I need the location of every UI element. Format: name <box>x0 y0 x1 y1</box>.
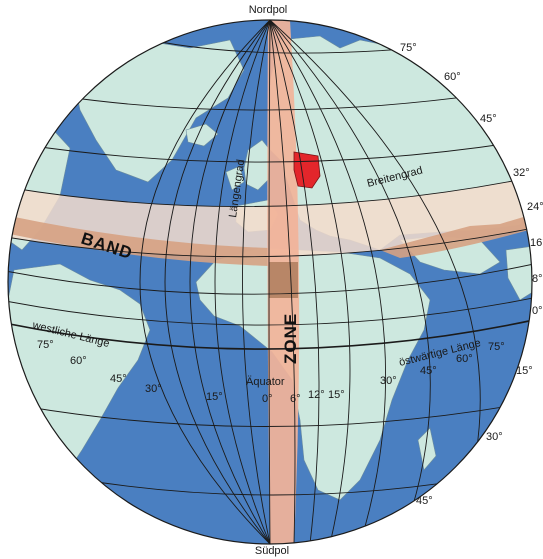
svg-text:75°: 75° <box>37 339 54 351</box>
svg-text:60°: 60° <box>70 355 87 367</box>
latitude-labels: 75° 60° 45° 32° 24° 16° 8° 0° 15° 30° 45… <box>400 42 543 507</box>
svg-text:16°: 16° <box>530 237 543 249</box>
longitude-labels-center: 0° 6° 12° 15° <box>262 389 345 405</box>
greenland <box>69 39 245 183</box>
svg-text:0°: 0° <box>532 305 543 317</box>
svg-text:45°: 45° <box>110 373 127 385</box>
svg-text:15°: 15° <box>328 389 345 401</box>
svg-text:45°: 45° <box>420 365 437 377</box>
svg-text:30°: 30° <box>486 431 503 443</box>
svg-text:8°: 8° <box>532 273 543 285</box>
svg-text:60°: 60° <box>444 71 461 83</box>
svg-text:45°: 45° <box>416 495 433 507</box>
longitude-labels-east: 30° 45° 60° 75° <box>380 341 505 387</box>
madagascar <box>417 427 437 471</box>
svg-text:15°: 15° <box>206 391 223 403</box>
ireland <box>225 165 245 191</box>
svg-text:75°: 75° <box>488 341 505 353</box>
band-zone-intersection <box>269 262 298 298</box>
svg-text:30°: 30° <box>145 383 162 395</box>
british-isles <box>243 139 271 191</box>
svg-text:15°: 15° <box>516 365 533 377</box>
equator-label: Äquator <box>246 376 285 388</box>
north-pole-label: Nordpol <box>249 4 288 16</box>
zone-label: ZONE <box>281 313 300 364</box>
svg-text:45°: 45° <box>480 113 497 125</box>
svg-text:30°: 30° <box>380 375 397 387</box>
svg-text:24°: 24° <box>527 201 543 213</box>
svg-text:12°: 12° <box>308 389 325 401</box>
svg-text:6°: 6° <box>290 393 301 405</box>
svg-text:60°: 60° <box>456 353 473 365</box>
globe-outline <box>7 19 533 545</box>
svg-text:0°: 0° <box>262 393 273 405</box>
south-pole-label: Südpol <box>255 545 289 557</box>
svg-text:32°: 32° <box>513 167 530 179</box>
longitude-labels-west: 75° 60° 45° 30° 15° <box>37 339 223 403</box>
svg-text:75°: 75° <box>400 42 417 54</box>
